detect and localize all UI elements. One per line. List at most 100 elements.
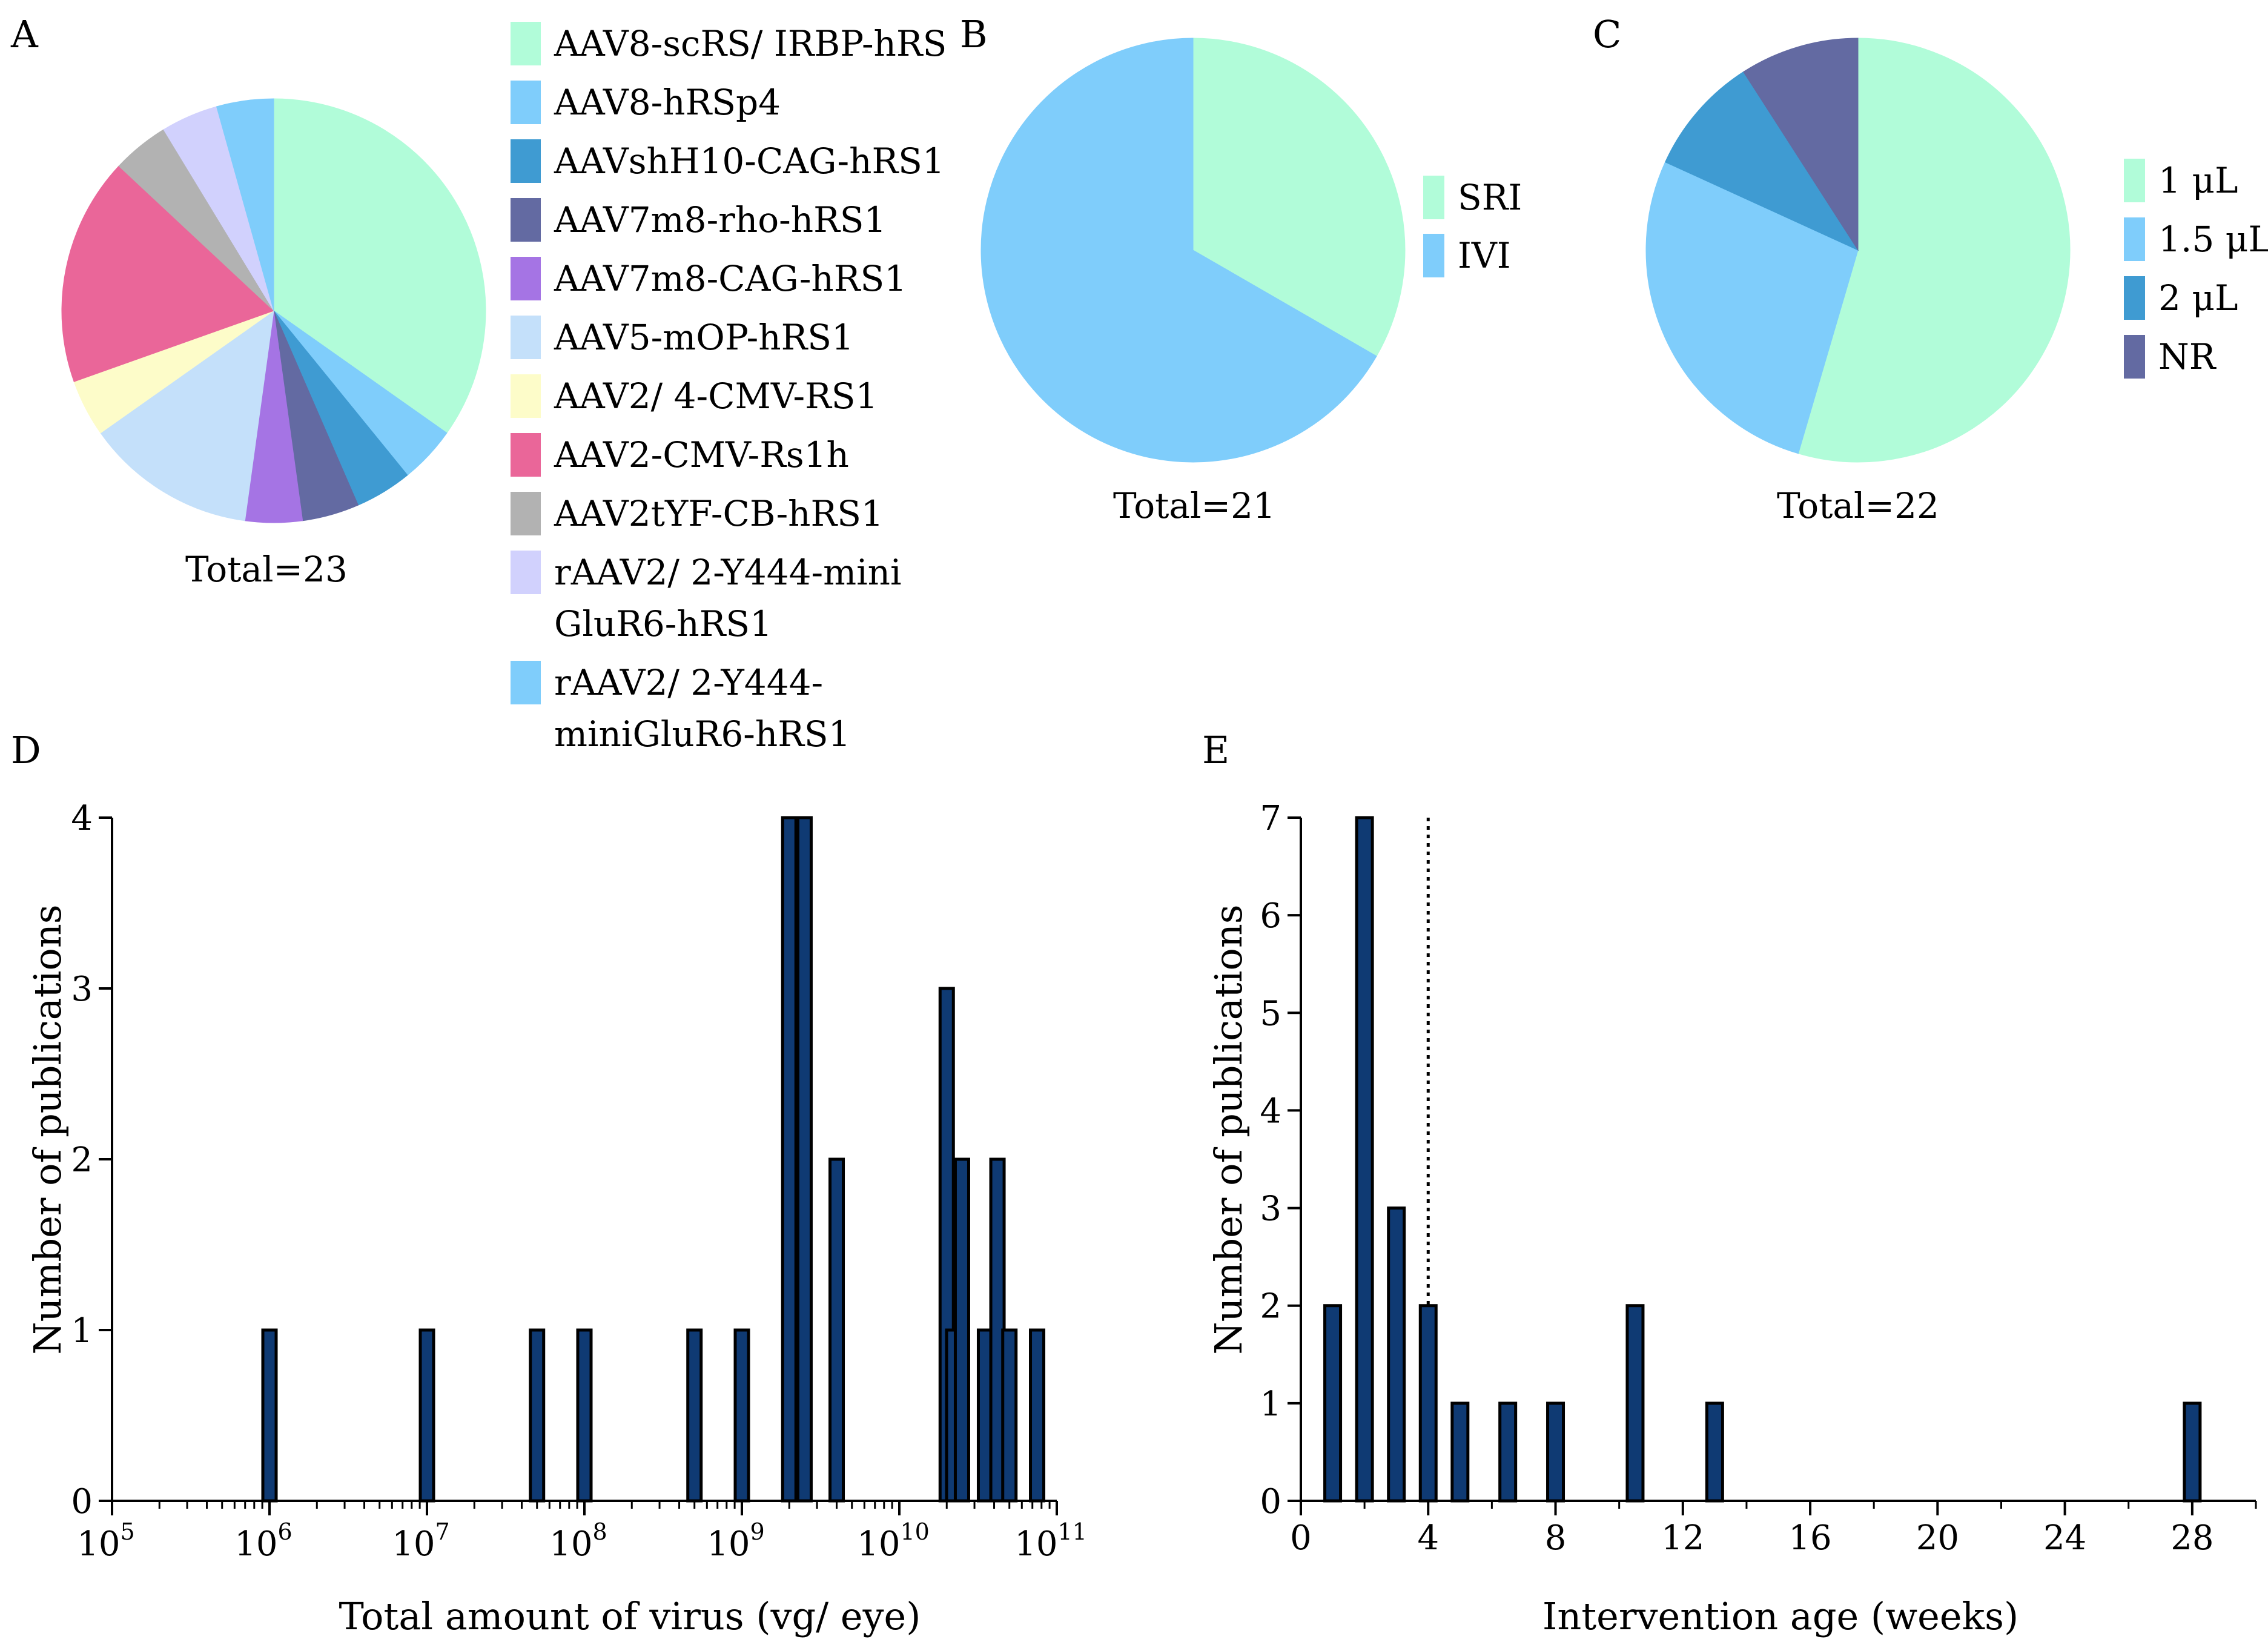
legend-swatch-b-2	[1423, 234, 1444, 277]
legend-label-b-1: SRI	[1458, 177, 1522, 218]
legend-swatch-b-1	[1423, 176, 1444, 219]
y-axis-title-d: Number of publications	[25, 904, 70, 1354]
bar-d-16	[1029, 1328, 1046, 1503]
y-tick-label-e-5: 5	[1260, 994, 1281, 1033]
total-label-c: Total=22	[1777, 485, 1939, 526]
legend-label-a-3: AAVshH10-CAG-hRS1	[554, 141, 945, 182]
legend-swatch-a-9	[511, 492, 541, 535]
pie-slice-c-3	[1664, 71, 1859, 251]
y-tick-label-e-7: 7	[1260, 799, 1281, 838]
y-tick-label-d-3: 3	[71, 970, 93, 1009]
bar-d-1	[261, 1328, 278, 1503]
x-tick-label-e-16: 16	[1788, 1518, 1831, 1558]
legend-label-a-11-line2: miniGluR6-hRS1	[554, 713, 851, 755]
bar-d-5	[686, 1328, 703, 1503]
y-tick-label-d-1: 1	[71, 1311, 93, 1351]
legend-swatch-a-10	[511, 551, 541, 594]
bar-e-6	[1498, 1402, 1518, 1503]
legend-label-b-2: IVI	[1458, 235, 1511, 276]
legend-label-a-6: AAV5-mOP-hRS1	[554, 317, 854, 358]
pie-chart-c	[1645, 38, 2071, 463]
x-tick-label-e-4: 4	[1417, 1518, 1439, 1558]
legend-swatch-c-1	[2124, 159, 2145, 202]
legend-label-a-9: AAV2tYF-CB-hRS1	[554, 493, 884, 534]
legend-label-c-1: 1 μL	[2158, 160, 2238, 201]
panel-letter-e: E	[1202, 728, 1229, 772]
legend-swatch-a-3	[511, 139, 541, 183]
legend-swatch-a-4	[511, 198, 541, 242]
y-tick-label-d-4: 4	[71, 799, 93, 838]
bar-d-9	[828, 1157, 845, 1503]
y-tick-label-d-0: 0	[71, 1482, 93, 1521]
legend-swatch-a-5	[511, 257, 541, 300]
legend-swatch-a-6	[511, 316, 541, 359]
legend-swatch-c-3	[2124, 276, 2145, 320]
bar-d-8	[796, 816, 813, 1503]
bar-d-12	[953, 1157, 970, 1503]
panel-letter-a: A	[10, 12, 39, 56]
legend-label-a-11-line1: rAAV2/ 2-Y444-	[554, 662, 823, 703]
legend-swatch-a-1	[511, 22, 541, 65]
x-tick-label-e-12: 12	[1661, 1518, 1704, 1558]
x-tick-label-e-0: 0	[1290, 1518, 1312, 1558]
bar-e-9	[1705, 1402, 1724, 1503]
pie-slice-a-6	[100, 309, 274, 521]
legend-label-a-4: AAV7m8-rho-hRS1	[554, 199, 886, 240]
bar-e-4	[1418, 1304, 1438, 1503]
x-tick-label-e-24: 24	[2043, 1518, 2086, 1558]
x-axis-title-e: Intervention age (weeks)	[1542, 1594, 2018, 1638]
bar-d-4	[576, 1328, 593, 1503]
bar-d-2	[418, 1328, 435, 1503]
legend-label-c-3: 2 μL	[2158, 277, 2238, 319]
total-label-a: Total=23	[185, 549, 348, 590]
bar-d-7	[781, 816, 798, 1503]
legend-swatch-c-2	[2124, 217, 2145, 261]
bar-chart-d: 0 1 2 3 4 105 106 107 108 109 1010 1011	[71, 799, 1086, 1564]
legend-label-c-2: 1.5 μL	[2158, 219, 2268, 260]
y-tick-label-d-2: 2	[71, 1140, 93, 1180]
legend-a: AAV8-scRS/ IRBP-hRS AAV8-hRSp4 AAVshH10-CA…	[511, 22, 947, 755]
x-tick-label-d-9: 109	[707, 1518, 764, 1564]
legend-swatch-a-11	[511, 661, 541, 704]
pie-chart-a	[61, 98, 486, 523]
y-tick-label-e-3: 3	[1260, 1190, 1281, 1229]
legend-swatch-c-4	[2124, 335, 2145, 379]
x-tick-label-d-6: 106	[234, 1518, 292, 1564]
x-tick-label-e-28: 28	[2170, 1518, 2213, 1558]
legend-b: SRI IVI	[1423, 176, 1522, 277]
bar-e-2	[1355, 816, 1374, 1503]
x-tick-label-d-8: 108	[549, 1518, 607, 1564]
pie-slice-c-4	[1743, 38, 1859, 251]
x-tick-label-d-11: 1011	[1014, 1518, 1087, 1564]
legend-label-a-2: AAV8-hRSp4	[554, 82, 781, 123]
legend-label-a-8: AAV2-CMV-Rs1h	[554, 434, 849, 475]
pie-slice-b-2	[980, 38, 1377, 463]
y-tick-label-e-2: 2	[1260, 1287, 1281, 1326]
bar-e-5	[1450, 1402, 1470, 1503]
legend-label-c-4: NR	[2158, 336, 2217, 377]
legend-label-a-5: AAV7m8-CAG-hRS1	[554, 258, 907, 299]
legend-label-a-7: AAV2/ 4-CMV-RS1	[554, 376, 878, 417]
x-tick-label-d-5: 105	[77, 1518, 134, 1564]
y-tick-label-e-1: 1	[1260, 1385, 1281, 1424]
x-tick-label-e-20: 20	[1916, 1518, 1959, 1558]
bar-e-8	[1625, 1304, 1645, 1503]
bar-e-1	[1323, 1304, 1343, 1503]
pie-slice-c-1	[1797, 38, 2071, 463]
legend-swatch-a-2	[511, 81, 541, 124]
legend-label-a-10-line2: GluR6-hRS1	[554, 603, 772, 644]
panel-letter-c: C	[1593, 12, 1621, 56]
x-axis-title-d: Total amount of virus (vg/ eye)	[339, 1594, 921, 1638]
x-tick-label-d-7: 107	[392, 1518, 449, 1564]
bar-d-3	[529, 1328, 546, 1503]
legend-label-a-10-line1: rAAV2/ 2-Y444-mini	[554, 552, 902, 593]
pie-slice-a-11	[216, 98, 274, 311]
bar-d-6	[733, 1328, 750, 1503]
legend-swatch-a-8	[511, 433, 541, 477]
x-tick-label-d-10: 1010	[857, 1518, 930, 1564]
y-axis-title-e: Number of publications	[1206, 904, 1251, 1354]
legend-swatch-a-7	[511, 374, 541, 418]
pie-slice-a-1	[273, 98, 486, 434]
